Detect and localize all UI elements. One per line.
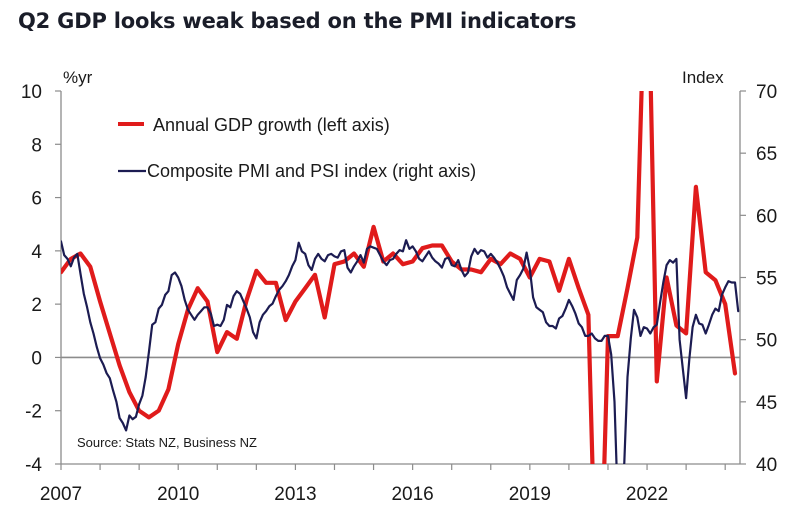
right-axis-tick-label: 65 bbox=[756, 144, 777, 165]
right-axis-tick-label: 70 bbox=[756, 82, 777, 103]
right-axis-tick-label: 45 bbox=[756, 393, 777, 414]
x-axis-tick-label: 2007 bbox=[40, 484, 82, 505]
legend-gdp-label: Annual GDP growth (left axis) bbox=[153, 115, 390, 135]
gdp-line bbox=[61, 91, 738, 464]
right-axis-tick-label: 55 bbox=[756, 269, 777, 290]
right-axis-tick-label: 50 bbox=[756, 331, 777, 352]
left-axis-tick-label: 10 bbox=[21, 82, 42, 103]
left-axis-tick-label: -4 bbox=[25, 455, 42, 476]
source-note: Source: Stats NZ, Business NZ bbox=[77, 435, 257, 450]
left-axis-unit-label: %yr bbox=[63, 68, 93, 87]
right-axis-tick-label: 60 bbox=[756, 206, 777, 227]
left-axis-tick-label: -2 bbox=[25, 402, 42, 423]
left-axis-tick-label: 2 bbox=[31, 295, 42, 316]
left-axis-tick-label: 4 bbox=[31, 242, 42, 263]
right-axis-unit-label: Index bbox=[682, 68, 724, 87]
chart-title: Q2 GDP looks weak based on the PMI indic… bbox=[18, 9, 577, 33]
x-axis-tick-label: 2022 bbox=[626, 484, 668, 505]
left-axis-tick-label: 0 bbox=[31, 348, 42, 369]
x-axis-tick-label: 2013 bbox=[274, 484, 316, 505]
series-group bbox=[61, 91, 740, 464]
right-axis-tick-label: 40 bbox=[756, 455, 777, 476]
legend-pmi-label: Composite PMI and PSI index (right axis) bbox=[147, 161, 476, 181]
left-axis-tick-label: 8 bbox=[31, 135, 42, 156]
pmi-line bbox=[61, 239, 740, 464]
x-axis-tick-label: 2010 bbox=[157, 484, 199, 505]
x-axis-tick-label: 2019 bbox=[509, 484, 551, 505]
x-axis-tick-label: 2016 bbox=[391, 484, 433, 505]
left-axis-tick-label: 6 bbox=[31, 189, 42, 210]
